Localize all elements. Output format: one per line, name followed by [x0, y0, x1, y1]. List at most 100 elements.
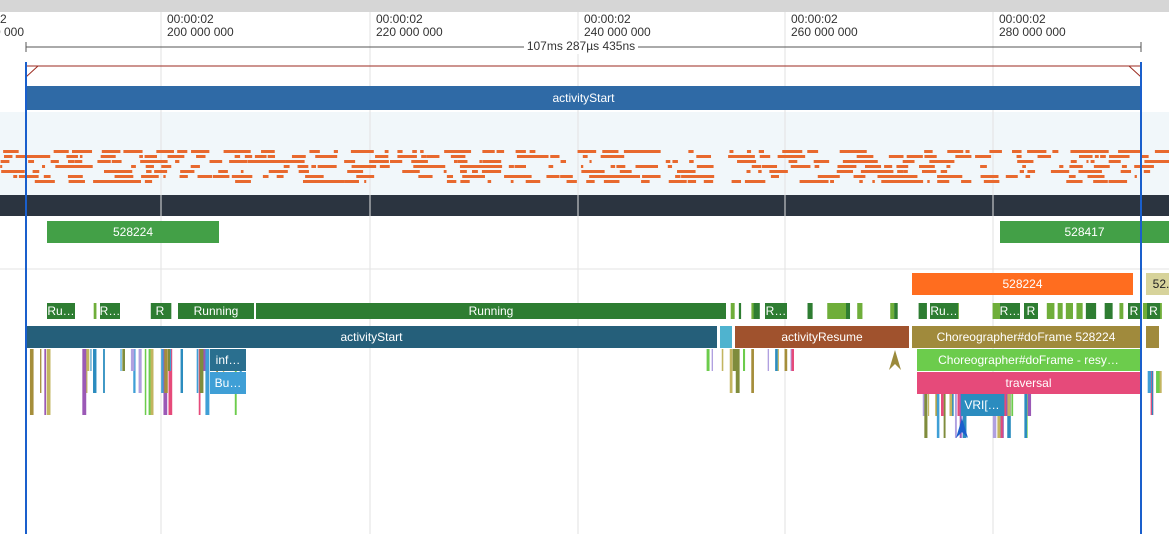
- cpu-sched: [1037, 155, 1052, 158]
- cpu-sched: [1027, 150, 1047, 153]
- cpu-sched: [928, 155, 934, 158]
- cpu-sched: [352, 165, 362, 168]
- cpu-sched: [903, 170, 908, 173]
- cpu-sched: [1012, 150, 1022, 153]
- cpu-sched: [851, 150, 867, 153]
- slice: [775, 349, 778, 371]
- cpu-sched: [1083, 150, 1091, 153]
- thread-state: [1128, 303, 1140, 319]
- slice: [935, 394, 937, 416]
- tick-nanos: 220 000 000: [376, 25, 443, 39]
- cpu-sched: [1091, 175, 1104, 178]
- cpu-sched: [961, 180, 972, 183]
- tick-nanos: 260 000 000: [791, 25, 858, 39]
- cpu-sched: [218, 175, 230, 178]
- cpu-sched: [1117, 155, 1130, 158]
- cpu-sched: [97, 180, 117, 183]
- cpu-sched: [1059, 165, 1064, 168]
- slice: [205, 349, 210, 415]
- thread-state: [100, 303, 120, 319]
- cpu-sched: [125, 180, 141, 183]
- slice: [912, 326, 1140, 348]
- cpu-sched: [744, 180, 764, 183]
- thread-state-label: R: [156, 304, 165, 318]
- cpu-sched: [689, 160, 693, 163]
- flow-arrow: [956, 418, 968, 438]
- cpu-sched: [241, 180, 250, 183]
- cpu-sched: [444, 150, 459, 153]
- cpu-sched: [34, 180, 47, 183]
- cpu-sched: [906, 155, 923, 158]
- cpu-sched: [264, 160, 278, 163]
- cpu-sched: [1050, 170, 1070, 173]
- slice: [180, 349, 184, 393]
- cpu-sched: [234, 155, 241, 158]
- cpu-sched: [515, 150, 524, 153]
- slice: [777, 349, 779, 371]
- slice: [40, 349, 42, 393]
- cpu-sched: [351, 170, 357, 173]
- cpu-sched: [411, 160, 428, 163]
- slice: [936, 394, 940, 438]
- cpu-sched: [317, 165, 337, 168]
- cpu-sched: [530, 155, 546, 158]
- slice: [85, 349, 90, 371]
- cpu-sched: [751, 165, 762, 168]
- duration-label: 107ms 287µs 435ns: [527, 39, 635, 53]
- cpu-sched: [490, 160, 502, 163]
- cpu-sched: [983, 180, 1000, 183]
- cpu-sched: [980, 165, 987, 168]
- cpu-sched: [777, 155, 790, 158]
- slice: [917, 372, 1140, 394]
- cpu-sched: [197, 175, 213, 178]
- slice: [164, 349, 168, 393]
- slice: [44, 349, 47, 415]
- cpu-sched: [22, 175, 36, 178]
- cpu-sched: [731, 180, 742, 183]
- slice: [150, 349, 154, 415]
- cpu-sched: [1134, 175, 1137, 178]
- cpu-sched: [1090, 160, 1095, 163]
- thread-state: [47, 303, 75, 319]
- slice: [82, 349, 87, 415]
- cpu-sched: [68, 160, 75, 163]
- cpu-sched: [897, 170, 904, 173]
- thread-state: [1076, 303, 1083, 319]
- slice: [961, 394, 1003, 416]
- slice: [732, 349, 737, 371]
- frame: [1000, 221, 1169, 243]
- thread-state: [992, 303, 1002, 319]
- cpu-sched: [884, 165, 893, 168]
- cpu-sched: [896, 180, 915, 183]
- cpu-sched: [209, 160, 223, 163]
- slice: [959, 394, 962, 438]
- thread-state: [1057, 303, 1063, 319]
- cpu-sched: [468, 165, 488, 168]
- cpu-sched: [421, 155, 427, 158]
- thread-state: [256, 303, 726, 319]
- cpu-sched: [285, 160, 305, 163]
- cpu-sched: [1066, 180, 1083, 183]
- cpu-sched: [746, 150, 752, 153]
- cpu-sched: [368, 150, 374, 153]
- expected-frame-label: 52.: [1153, 277, 1169, 291]
- cpu-sched: [698, 175, 711, 178]
- cpu-sched: [457, 160, 468, 163]
- cpu-sched: [566, 180, 577, 183]
- cpu-sched: [782, 150, 803, 153]
- cpu-sched: [375, 155, 389, 158]
- cpu-sched: [247, 160, 267, 163]
- slice: [26, 326, 717, 348]
- cpu-sched: [610, 165, 616, 168]
- cpu-sched: [703, 180, 714, 183]
- cpu-sched: [877, 175, 888, 178]
- slice-label: Bu…: [215, 376, 242, 390]
- cpu-sched: [761, 165, 778, 168]
- cpu-sched: [32, 170, 40, 173]
- thread-state: [857, 303, 863, 319]
- cpu-sched: [55, 165, 72, 168]
- cpu-sched: [810, 180, 829, 183]
- cpu-sched: [681, 175, 698, 178]
- slice: [751, 349, 754, 393]
- slice-label: traversal: [1005, 376, 1051, 390]
